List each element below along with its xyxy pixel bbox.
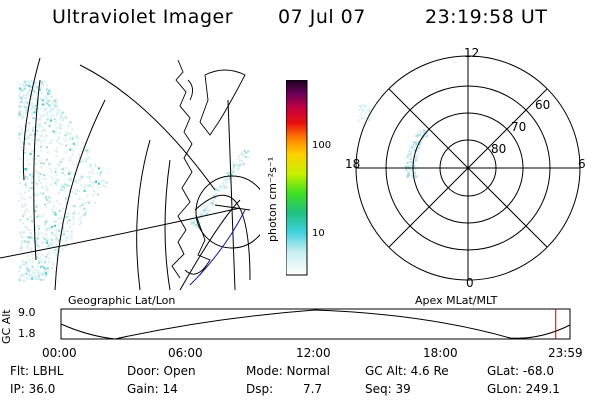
mlt-6: 6: [578, 157, 586, 171]
time-label: 23:19:58 UT: [425, 6, 548, 28]
orbit-track: [189, 209, 246, 286]
orbit-ytick-high: 9.0: [18, 306, 36, 319]
coastline: [171, 59, 246, 279]
orbit-ylabel: GC Alt: [0, 309, 13, 344]
orbit-altitude-plot: [60, 308, 571, 340]
orbit-xtick-3: 18:00: [423, 346, 458, 360]
colorbar-tick-10: 10: [312, 228, 325, 239]
geo-grid: [0, 57, 260, 291]
mlat-80: 80: [491, 142, 507, 156]
orbit-xtick-0: 00:00: [42, 346, 77, 360]
glat-status: GLat: -68.0: [487, 364, 554, 378]
colorbar-unit: photon cm⁻²s⁻¹: [266, 156, 279, 242]
mlt-18: 18: [345, 157, 361, 171]
dsp-value: 7.7: [303, 382, 323, 396]
polar-plot: [355, 55, 581, 281]
mode-status: Mode: Normal: [246, 364, 330, 378]
dsp-label: Dsp:: [246, 382, 274, 396]
mlat-60: 60: [535, 98, 551, 112]
door-status: Door: Open: [127, 364, 196, 378]
colorbar-tick-100: 100: [312, 140, 332, 151]
gain-status: Gain: 14: [127, 382, 178, 396]
orbit-xtick-4: 23:59: [548, 346, 583, 360]
orbit-xtick-2: 12:00: [296, 346, 331, 360]
seq-status: Seq: 39: [365, 382, 411, 396]
mlat-70: 70: [511, 120, 527, 134]
mlt-12: 12: [464, 46, 480, 60]
apex-label: Apex MLat/MLT: [415, 294, 498, 307]
orbit-ytick-low: 1.8: [18, 327, 36, 340]
date-label: 07 Jul 07: [278, 6, 366, 28]
polar-grid: [355, 55, 581, 281]
mlt-0: 0: [466, 276, 474, 290]
geographic-image: [0, 57, 260, 291]
glon-status: GLon: 249.1: [487, 382, 560, 396]
colorbar: [286, 80, 308, 276]
instrument-title: Ultraviolet Imager: [52, 6, 234, 28]
filter-status: Flt: LBHL: [10, 364, 64, 378]
ip-status: IP: 36.0: [10, 382, 56, 396]
gc-alt-status: GC Alt: 4.6 Re: [365, 364, 449, 378]
orbit-xtick-1: 06:00: [168, 346, 203, 360]
geographic-label: Geographic Lat/Lon: [68, 294, 176, 307]
geo-emission: [18, 80, 250, 282]
